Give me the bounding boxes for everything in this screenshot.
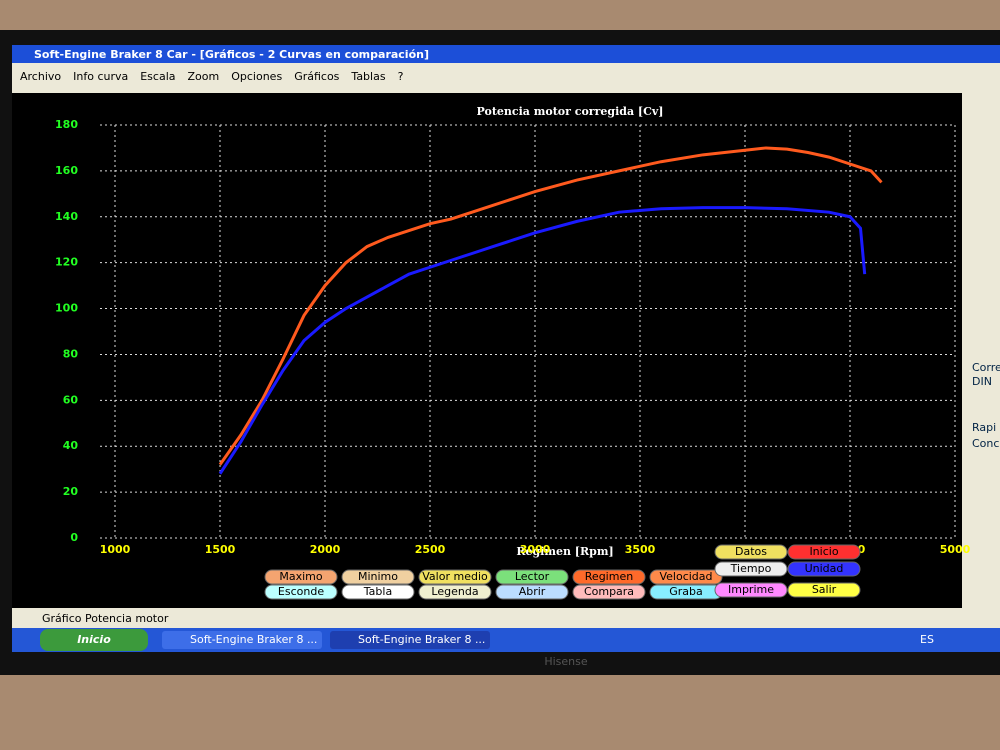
task-button[interactable] — [330, 631, 490, 649]
button[interactable] — [572, 569, 646, 585]
data-line — [218, 206, 867, 475]
brand: Hisense — [544, 655, 588, 668]
status-bar — [12, 608, 1000, 628]
language: ES — [920, 633, 934, 646]
menu-bar — [12, 63, 1000, 93]
button[interactable] — [418, 569, 492, 585]
button-label: Esconde — [278, 585, 324, 598]
button-label: Regimen — [585, 570, 633, 583]
start-label: Inicio — [77, 633, 111, 646]
x-tick-label: 2500 — [415, 543, 446, 556]
button-label: Graba — [669, 585, 703, 598]
task-label: Soft-Engine Braker 8 ... — [358, 633, 485, 646]
menu-item[interactable]: Opciones — [231, 70, 282, 83]
menu-item[interactable]: Info curva — [73, 70, 128, 83]
button-label: Minimo — [358, 570, 398, 583]
button-label: Legenda — [431, 585, 478, 598]
button[interactable] — [264, 584, 338, 600]
button[interactable] — [418, 584, 492, 600]
title-bar — [12, 45, 1000, 63]
button-label: Salir — [812, 583, 837, 596]
button-label: Unidad — [805, 562, 844, 575]
button[interactable] — [264, 569, 338, 585]
x-tick-label: 3500 — [625, 543, 656, 556]
button[interactable] — [714, 561, 788, 577]
x-tick-label: 3000 — [520, 543, 551, 556]
button[interactable] — [572, 584, 646, 600]
button[interactable] — [787, 561, 861, 577]
side-label: DIN — [972, 375, 992, 388]
button-label: Tiempo — [730, 562, 772, 575]
button[interactable] — [341, 584, 415, 600]
y-tick-label: 100 — [55, 302, 78, 315]
y-tick-label: 120 — [55, 256, 78, 269]
menu-item[interactable]: Gráficos — [294, 70, 339, 83]
side-label[interactable]: Conc — [972, 437, 999, 450]
button[interactable] — [787, 582, 861, 598]
button-label: Inicio — [809, 545, 838, 558]
x-tick-label: 1500 — [205, 543, 236, 556]
button[interactable] — [787, 544, 861, 560]
menu-item[interactable]: Tablas — [350, 70, 385, 83]
button[interactable] — [714, 582, 788, 598]
status-text: Gráfico Potencia motor — [42, 612, 169, 625]
plot-panel — [12, 93, 962, 608]
side-label: Corre — [972, 361, 1000, 374]
button-label: Valor medio — [422, 570, 488, 583]
y-tick-label: 20 — [63, 485, 79, 498]
button-label: Imprime — [728, 583, 774, 596]
y-tick-label: 160 — [55, 164, 78, 177]
button[interactable] — [495, 569, 569, 585]
button-label: Datos — [735, 545, 767, 558]
x-tick-label: 1000 — [100, 543, 131, 556]
taskbar — [12, 628, 1000, 652]
y-tick-label: 60 — [63, 393, 79, 406]
x-tick-label: 2000 — [310, 543, 341, 556]
button-label: Abrir — [519, 585, 546, 598]
x-tick-label: 5000 — [940, 543, 971, 556]
button-label: Tabla — [363, 585, 392, 598]
menu-item[interactable]: Escala — [140, 70, 175, 83]
menu-item[interactable]: Archivo — [20, 70, 61, 83]
y-tick-label: 0 — [70, 531, 78, 544]
button[interactable] — [341, 569, 415, 585]
side-label[interactable]: Rapi — [972, 421, 996, 434]
button-label: Velocidad — [659, 570, 712, 583]
y-tick-label: 40 — [63, 439, 79, 452]
side-panel — [962, 93, 1000, 608]
menu-item[interactable]: ? — [398, 70, 404, 83]
y-tick-label: 140 — [55, 210, 78, 223]
button[interactable] — [495, 584, 569, 600]
y-tick-label: 180 — [55, 118, 78, 131]
button[interactable] — [649, 569, 723, 585]
button-label: Compara — [584, 585, 634, 598]
data-line — [218, 146, 883, 466]
window-title: Soft-Engine Braker 8 Car - [Gráficos - 2… — [34, 48, 429, 61]
chart-title: Potencia motor corregida [Cv] — [477, 105, 664, 118]
task-label: Soft-Engine Braker 8 ... — [190, 633, 317, 646]
x-axis-label: Regimen [Rpm] — [516, 545, 613, 558]
menu-item[interactable]: Zoom — [188, 70, 220, 83]
button-label: Maximo — [279, 570, 323, 583]
button-label: Lector — [515, 570, 550, 583]
task-button[interactable] — [162, 631, 322, 649]
start-button[interactable] — [40, 629, 148, 651]
y-tick-label: 80 — [63, 347, 79, 360]
button[interactable] — [714, 544, 788, 560]
